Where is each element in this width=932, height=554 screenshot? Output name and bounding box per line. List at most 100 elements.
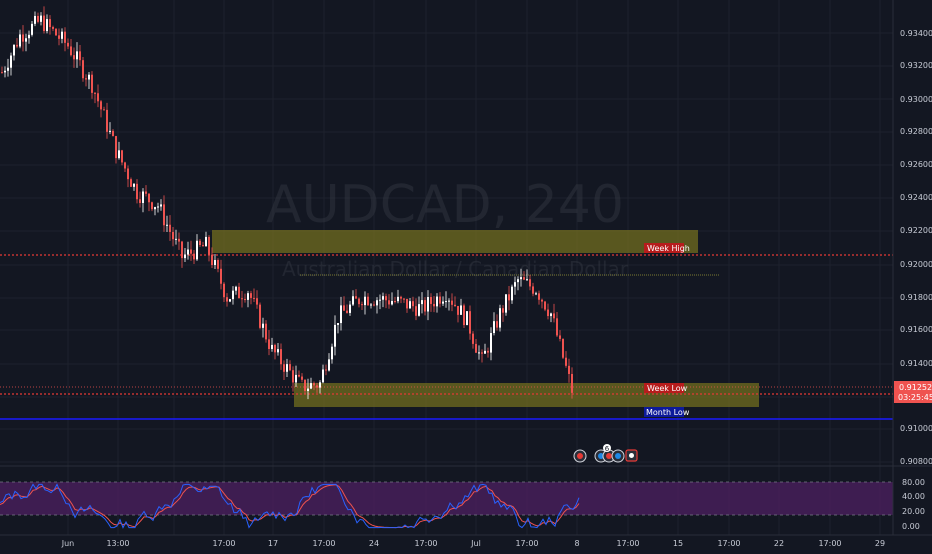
price-label: 0.93200 (900, 61, 932, 70)
price-label: 0.92600 (900, 160, 932, 169)
candle-body (412, 301, 414, 307)
candle-body (73, 55, 75, 60)
candle-body (166, 224, 168, 226)
candle-body (292, 370, 294, 383)
week-high-zone[interactable] (212, 230, 698, 253)
candle-body (22, 34, 24, 42)
candle-body (133, 183, 135, 187)
candle-body (151, 202, 153, 210)
candle-body (97, 93, 99, 102)
price-axis[interactable]: 0.93400 0.93200 0.93000 0.92800 0.92600 … (892, 0, 932, 535)
time-label: 15 (673, 539, 683, 548)
candle-body (523, 277, 525, 280)
week-high-label: Week High (644, 243, 690, 253)
candle-body (145, 191, 147, 194)
candle-body (223, 283, 225, 298)
candle-body (85, 78, 87, 80)
candle-body (361, 304, 363, 306)
rsi-label: 40.00 (902, 492, 925, 501)
candle-body (40, 15, 42, 22)
current-price-text: 0.91252 (899, 383, 932, 392)
candle-body (172, 231, 174, 240)
flag-icon-4-dot (615, 453, 621, 459)
candle-body (469, 311, 471, 334)
time-label: Jun (61, 539, 75, 548)
candle-body (178, 238, 180, 242)
rsi-band (0, 482, 893, 515)
candle-body (427, 297, 429, 312)
candle-body (238, 286, 240, 299)
candle-body (157, 206, 159, 208)
candle-body (304, 379, 306, 392)
candle-body (55, 28, 57, 36)
grid-lines (0, 0, 893, 535)
candle-body (115, 136, 117, 159)
candle-body (514, 282, 516, 287)
time-label: 17:00 (414, 539, 437, 548)
candle-body (160, 204, 162, 207)
rsi-pane[interactable] (0, 481, 893, 529)
current-price-tag[interactable] (894, 381, 932, 403)
event-count-badge[interactable] (603, 444, 611, 452)
time-label: 17:00 (616, 539, 639, 548)
candle-body (295, 374, 297, 383)
time-label: 24 (369, 539, 379, 548)
candle-body (127, 168, 129, 180)
candle-body (4, 70, 6, 73)
time-axis[interactable]: Jun 13:00 17:00 17 17:00 24 17:00 Jul 17… (0, 534, 932, 548)
candle-body (499, 308, 501, 328)
candle-body (508, 294, 510, 301)
candle-body (70, 46, 72, 56)
candle-body (58, 35, 60, 39)
candle-body (472, 333, 474, 344)
candle-body (19, 34, 21, 47)
candle-body (442, 301, 444, 304)
price-label: 0.91000 (900, 424, 932, 433)
candle-body (316, 385, 318, 388)
candle-body (169, 224, 171, 232)
candle-body (139, 199, 141, 203)
candle-body (37, 15, 39, 22)
flag-icon-dot (577, 453, 583, 459)
candle-body (82, 60, 84, 79)
candle-body (10, 55, 12, 68)
candle-body (553, 313, 555, 319)
candle-body (175, 238, 177, 240)
candle-body (307, 388, 309, 392)
events-row[interactable]: 6 (573, 444, 638, 463)
candle-body (193, 253, 195, 260)
rsi-label: 0.00 (902, 522, 920, 531)
rsi-label: 20.00 (902, 507, 925, 516)
symbol-watermark: AUDCAD, 240 (266, 175, 624, 235)
candle-body (400, 296, 402, 299)
candle-body (343, 305, 345, 311)
price-label: 0.91800 (900, 293, 932, 302)
candle-body (61, 31, 63, 39)
candle-body (196, 240, 198, 260)
candle-body (565, 357, 567, 366)
price-label: 0.93000 (900, 95, 932, 104)
candle-body (478, 352, 480, 354)
candle-body (445, 301, 447, 303)
candle-body (142, 191, 144, 203)
candle-body (322, 369, 324, 383)
candle-body (388, 300, 390, 305)
candle-body (112, 130, 114, 137)
countdown-text: 03:25:45 (898, 393, 932, 402)
candle-body (7, 67, 9, 71)
candle-body (409, 301, 411, 309)
time-label: 17 (268, 539, 278, 548)
candle-body (67, 42, 69, 47)
candle-body (31, 23, 33, 35)
candle-body (136, 183, 138, 200)
week-low-label-text: Week Low (647, 384, 688, 393)
description-watermark: Australian Dollar / Canadian Dollar (282, 257, 629, 281)
candle-body (220, 268, 222, 284)
candle-body (382, 296, 384, 300)
candle-body (199, 240, 201, 246)
candle-body (526, 279, 528, 281)
candle-body (430, 297, 432, 304)
candle-body (253, 297, 255, 299)
candle-body (256, 298, 258, 305)
